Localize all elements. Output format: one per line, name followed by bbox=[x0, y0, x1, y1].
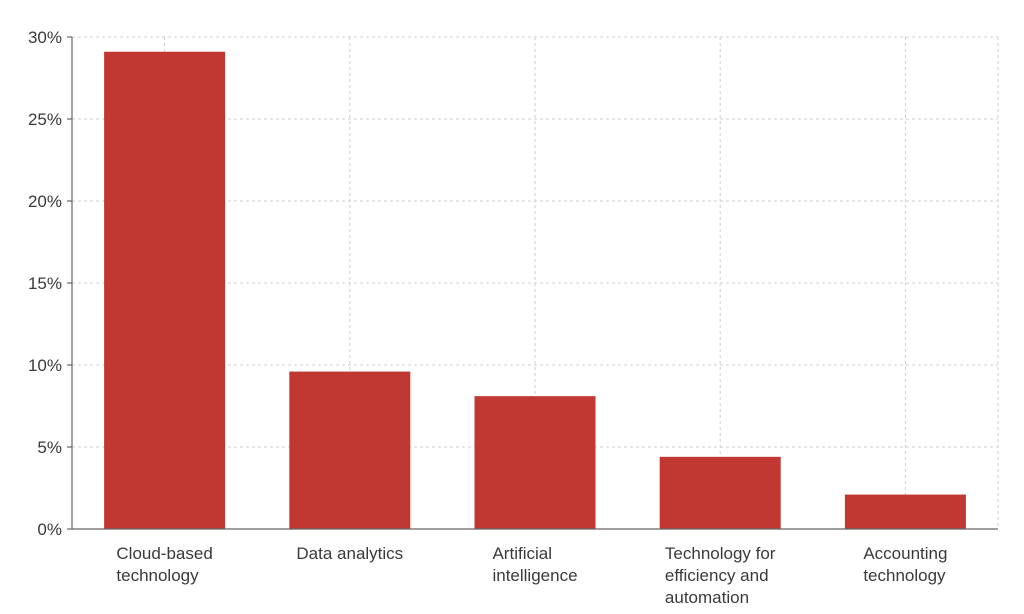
x-tick-label: Technology for efficiency and automation bbox=[665, 544, 776, 607]
bar bbox=[289, 371, 411, 529]
y-tick-label: 20% bbox=[28, 192, 62, 211]
x-tick-label-line: Accounting bbox=[863, 544, 947, 563]
axes bbox=[67, 36, 998, 530]
x-tick-label-line: Technology for bbox=[665, 544, 776, 563]
x-tick-label: Accounting technology bbox=[863, 544, 947, 585]
x-tick-label-line: technology bbox=[116, 566, 199, 585]
x-tick-label: Cloud-based technology bbox=[116, 544, 212, 585]
x-tick-label-line: technology bbox=[863, 566, 946, 585]
x-tick-label-line: Data analytics bbox=[296, 544, 403, 563]
bars bbox=[104, 51, 966, 529]
x-tick-label: Data analytics bbox=[296, 544, 403, 563]
x-tick-label-line: automation bbox=[665, 588, 749, 607]
y-tick-label: 25% bbox=[28, 110, 62, 129]
bar bbox=[844, 494, 966, 529]
axis-labels: 0% 5% 10% 15% 20% 25% 30% Cloud-based technology… bbox=[28, 28, 947, 607]
x-tick-label-line: efficiency and bbox=[665, 566, 769, 585]
x-tick-label-line: Cloud-based bbox=[116, 544, 212, 563]
x-tick-label-line: Artificial bbox=[492, 544, 552, 563]
y-tick-label: 5% bbox=[37, 438, 62, 457]
y-tick-label: 30% bbox=[28, 28, 62, 47]
x-tick-label-line: intelligence bbox=[492, 566, 577, 585]
y-tick-label: 0% bbox=[37, 520, 62, 539]
bar bbox=[474, 396, 596, 529]
bar bbox=[104, 51, 226, 529]
y-tick-label: 15% bbox=[28, 274, 62, 293]
y-tick-label: 10% bbox=[28, 356, 62, 375]
x-tick-label: Artificial intelligence bbox=[492, 544, 577, 585]
bar bbox=[659, 456, 781, 529]
